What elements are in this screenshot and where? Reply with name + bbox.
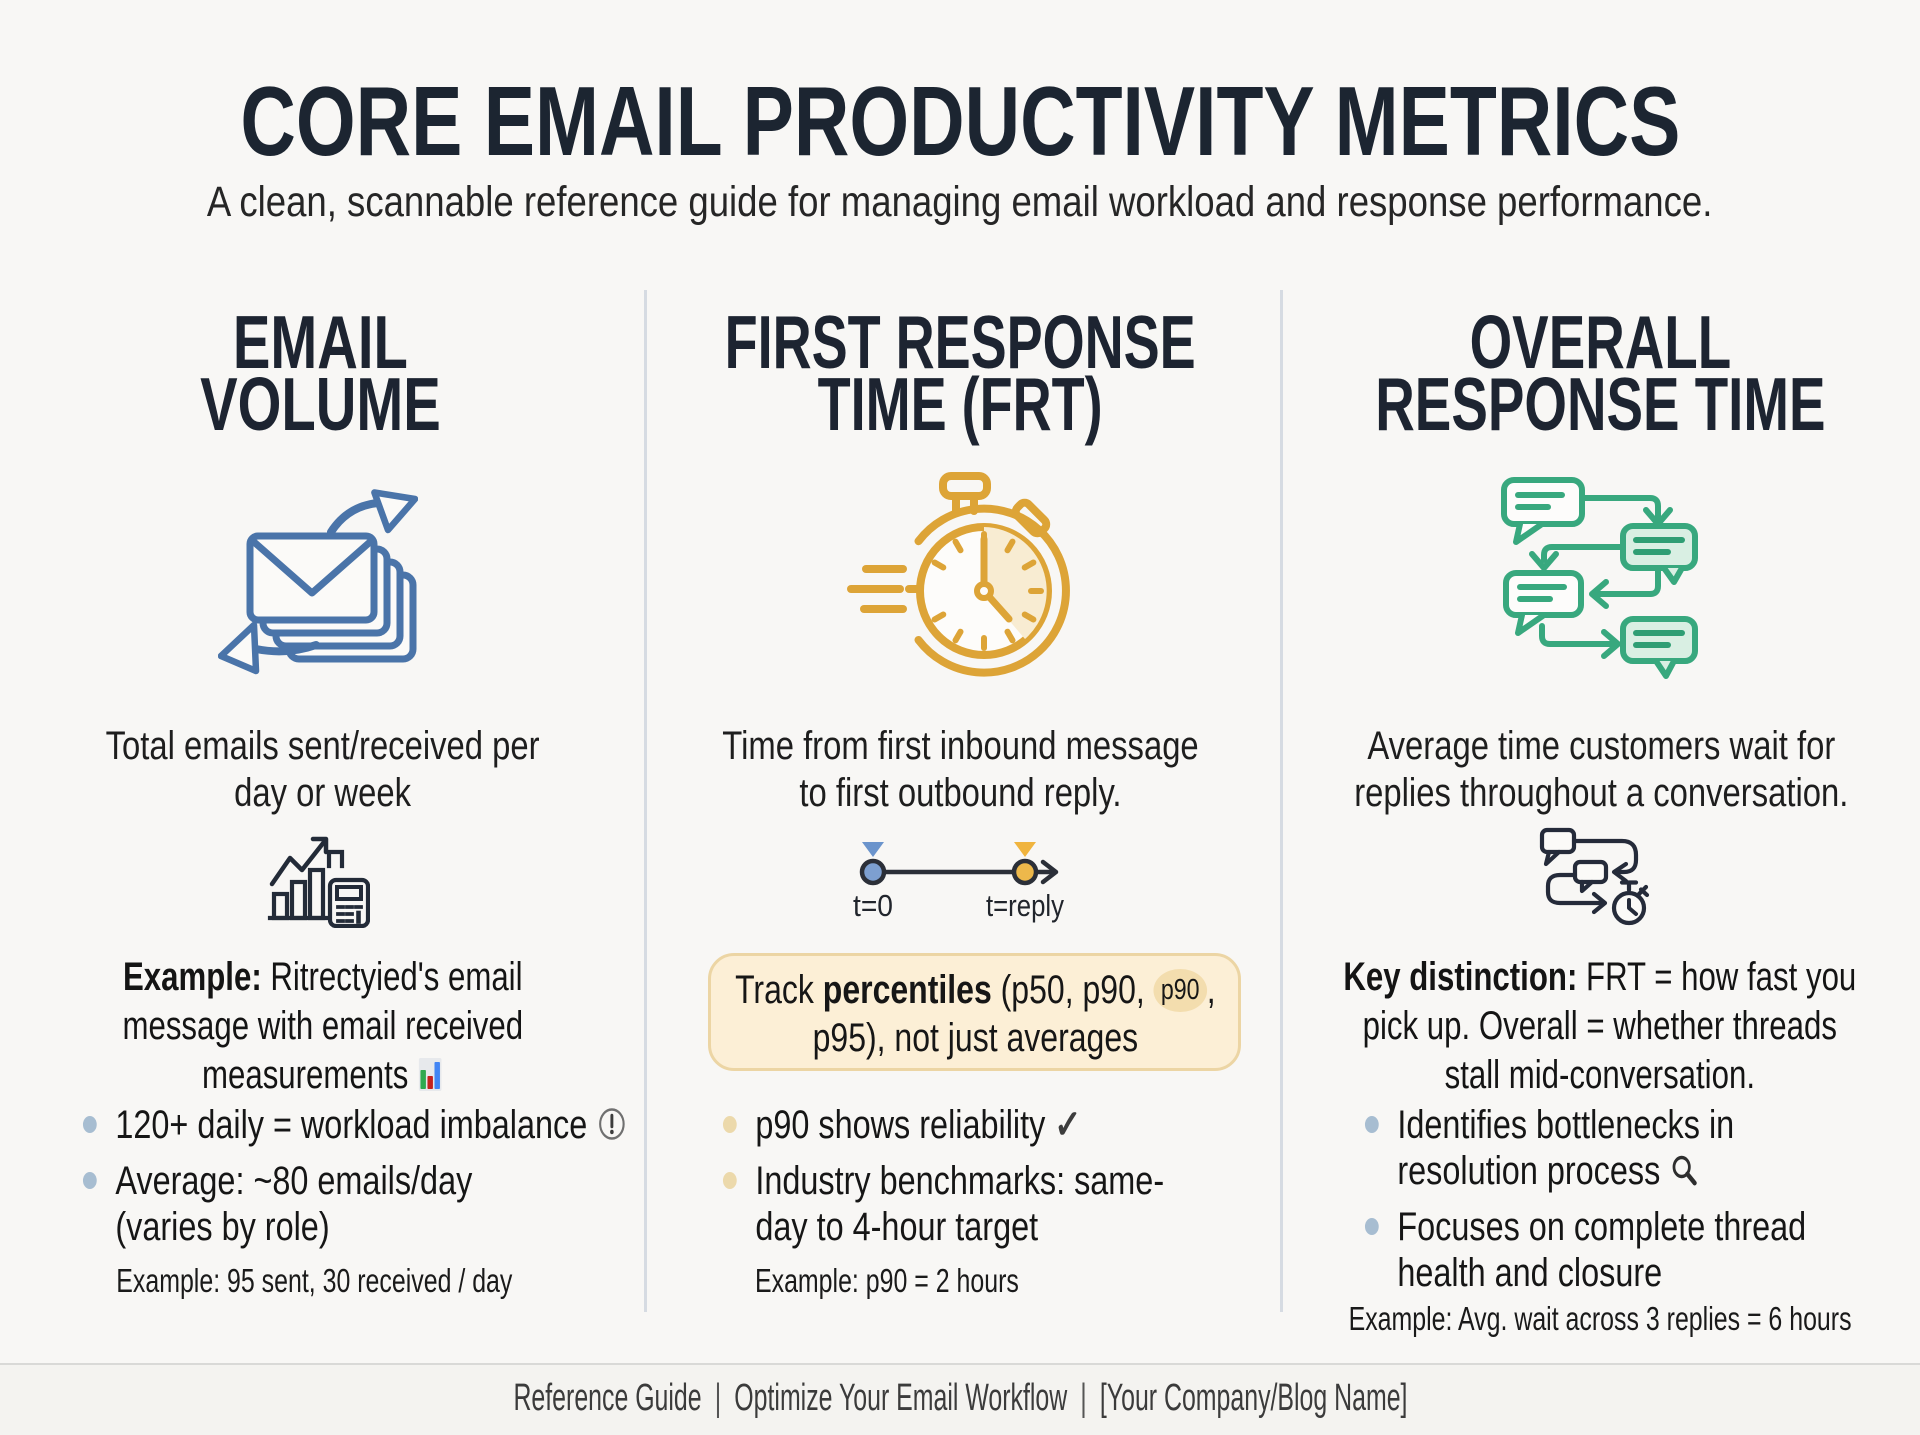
svg-text:t=0: t=0: [853, 888, 893, 923]
svg-text:t=reply: t=reply: [986, 888, 1064, 923]
